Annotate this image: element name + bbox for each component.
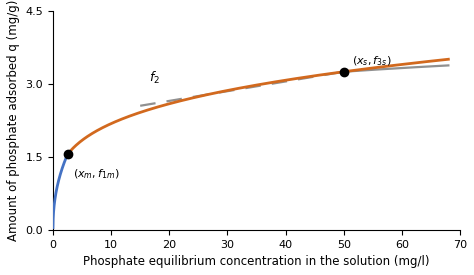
Text: $(x_m,f_{1m})$: $(x_m,f_{1m})$ — [73, 167, 120, 181]
Text: $f_2$: $f_2$ — [149, 70, 160, 86]
Text: $(x_s,f_{3s})$: $(x_s,f_{3s})$ — [353, 54, 392, 68]
Y-axis label: Amount of phosphate adsorbed q (mg/g): Amount of phosphate adsorbed q (mg/g) — [7, 0, 20, 241]
X-axis label: Phosphate equilibrium concentration in the solution (mg/l): Phosphate equilibrium concentration in t… — [83, 255, 430, 268]
